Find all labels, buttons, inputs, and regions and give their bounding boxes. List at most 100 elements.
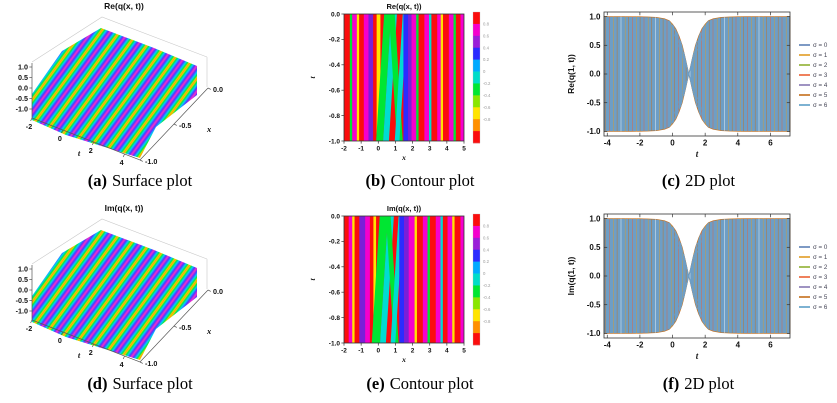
svg-text:1.0: 1.0 [589, 214, 601, 223]
svg-text:0.0: 0.0 [18, 84, 28, 93]
panel-a: Re(q(x, t)) 1.0 0.5 0.0 -0.5 -1.0 -2 0 2 4 t 0.0 -0.… [0, 0, 280, 200]
oscillation-envelope [603, 16, 791, 132]
svg-text:-1: -1 [358, 347, 364, 354]
panel-f: -4 -2 0 2 4 6 1.0 0.5 0.0 -0.5 -1.0 t Im(q(1, t)) σ =… [560, 200, 837, 403]
line-plot-im: -4 -2 0 2 4 6 1.0 0.5 0.0 -0.5 -1.0 t Im(q(1, t)) σ =… [560, 200, 837, 371]
svg-text:1.0: 1.0 [18, 264, 28, 273]
svg-text:2: 2 [411, 146, 415, 153]
svg-text:-4: -4 [604, 340, 612, 349]
colorbar: 0.8 0.6 0.4 0.2 0 -0.2 -0.4 -0.6 -0.8 [472, 11, 491, 144]
svg-text:σ = 3: σ = 3 [813, 274, 828, 281]
svg-text:4: 4 [736, 340, 741, 349]
svg-text:4: 4 [445, 347, 449, 354]
svg-text:Re(q(x, t)): Re(q(x, t)) [104, 1, 144, 11]
svg-text:-0.8: -0.8 [483, 318, 491, 323]
svg-text:0.4: 0.4 [483, 247, 490, 252]
svg-text:0.8: 0.8 [483, 22, 490, 27]
f-line-svg: -4 -2 0 2 4 6 1.0 0.5 0.0 -0.5 -1.0 t Im(q(1, t)) σ =… [566, 213, 828, 361]
caption-a: (a) Surface plot [0, 168, 280, 200]
caption-f-text: 2D plot [684, 374, 735, 393]
svg-text:6: 6 [768, 139, 773, 148]
line-plot-re: -4 -2 0 2 4 6 1.0 0.5 0.0 -0.5 -1.0 t Re(q(1, t)) σ =… [560, 0, 837, 168]
svg-text:-1.0: -1.0 [145, 359, 157, 368]
svg-text:σ = 0: σ = 0 [813, 244, 828, 251]
svg-text:-2: -2 [26, 324, 32, 333]
svg-text:-0.4: -0.4 [483, 294, 491, 299]
svg-text:3: 3 [428, 146, 432, 153]
surface-plot-im: Im(q(x, t)) 1.0 0.5 0.0 -0.5 -1.0 -2 0 2 4 t 0.0 -0.… [0, 200, 280, 371]
svg-text:-4: -4 [604, 139, 612, 148]
svg-text:σ = 3: σ = 3 [813, 72, 828, 79]
svg-text:0: 0 [670, 139, 675, 148]
svg-text:5: 5 [462, 146, 466, 153]
svg-text:4: 4 [736, 139, 741, 148]
svg-text:1.0: 1.0 [18, 63, 28, 72]
svg-text:σ = 0: σ = 0 [813, 42, 828, 49]
caption-c: (c) 2D plot [560, 168, 837, 200]
svg-text:t: t [696, 149, 699, 159]
svg-text:4: 4 [445, 146, 449, 153]
svg-text:x: x [401, 355, 406, 364]
svg-text:t: t [696, 351, 699, 361]
svg-text:-0.2: -0.2 [483, 81, 491, 86]
svg-text:-2: -2 [341, 146, 347, 153]
caption-e-text: Contour plot [389, 374, 474, 393]
svg-text:-2: -2 [636, 139, 644, 148]
svg-text:0.2: 0.2 [483, 57, 490, 62]
svg-text:5: 5 [462, 347, 466, 354]
svg-text:-1.0: -1.0 [587, 329, 601, 338]
caption-f: (f) 2D plot [560, 371, 837, 403]
svg-text:3: 3 [428, 347, 432, 354]
caption-c-label: (c) [661, 171, 681, 190]
svg-text:2: 2 [89, 146, 93, 155]
svg-text:x: x [206, 326, 212, 336]
svg-text:0.6: 0.6 [483, 235, 490, 240]
svg-text:Im(q(x, t)): Im(q(x, t)) [105, 203, 144, 213]
svg-text:-0.5: -0.5 [587, 300, 601, 309]
contour-plot-im: Im(q(x, t)) -2 -1 0 1 2 3 4 5 0.0 -0.2 -0.4 -0.6 -0.8… [280, 200, 560, 371]
svg-text:Re(q(1, t)): Re(q(1, t)) [566, 54, 576, 94]
caption-a-text: Surface plot [112, 171, 193, 190]
svg-text:0.5: 0.5 [589, 242, 601, 251]
svg-text:0.0: 0.0 [331, 213, 340, 220]
legend: σ = 0 σ = 1 σ = 2 σ = 3 σ = 4 σ = 5 σ = 6 [799, 42, 828, 109]
svg-text:σ = 6: σ = 6 [813, 102, 828, 109]
svg-text:t: t [78, 148, 81, 158]
svg-text:-0.5: -0.5 [179, 323, 191, 332]
rainbow-surface [32, 229, 197, 360]
plot-frame [343, 215, 465, 343]
svg-text:0.0: 0.0 [589, 70, 601, 79]
panel-b: Re(q(x, t)) -2 -1 0 1 2 3 4 5 0.0 -0.2 -0.4 -0.6 -0.8… [280, 0, 560, 200]
svg-text:x: x [401, 153, 406, 162]
svg-text:2: 2 [703, 139, 708, 148]
contour-stripes [344, 14, 464, 141]
svg-text:-0.4: -0.4 [329, 264, 341, 271]
svg-text:-2: -2 [26, 122, 32, 131]
svg-text:0.8: 0.8 [483, 223, 490, 228]
svg-text:-0.5: -0.5 [16, 94, 28, 103]
svg-text:-0.4: -0.4 [483, 93, 491, 98]
caption-c-text: 2D plot [685, 171, 736, 190]
svg-text:σ = 4: σ = 4 [813, 284, 828, 291]
svg-text:0.0: 0.0 [331, 11, 340, 18]
svg-text:-0.2: -0.2 [329, 37, 341, 44]
caption-d-label: (d) [87, 374, 108, 393]
svg-text:-0.2: -0.2 [329, 238, 341, 245]
svg-text:-1.0: -1.0 [329, 138, 341, 145]
b-contour-svg: Re(q(x, t)) -2 -1 0 1 2 3 4 5 0.0 -0.2 -0.4 -0.6 -0.8… [308, 2, 491, 162]
svg-text:σ = 2: σ = 2 [813, 62, 828, 69]
svg-text:-0.5: -0.5 [587, 98, 601, 107]
svg-text:0: 0 [670, 340, 675, 349]
svg-text:σ = 5: σ = 5 [813, 294, 828, 301]
panel-c: -4 -2 0 2 4 6 1.0 0.5 0.0 -0.5 -1.0 t Re(q(1, t)) σ =… [560, 0, 837, 200]
svg-text:-1.0: -1.0 [16, 105, 28, 114]
svg-text:6: 6 [768, 340, 773, 349]
svg-text:-0.4: -0.4 [329, 62, 341, 69]
surface-plot-re: Re(q(x, t)) 1.0 0.5 0.0 -0.5 -1.0 -2 0 2 4 t 0.0 -0.… [0, 0, 280, 168]
box-back-edges [31, 16, 208, 87]
svg-text:Im(q(x, t)): Im(q(x, t)) [387, 204, 422, 213]
svg-text:0: 0 [376, 146, 380, 153]
svg-text:0.5: 0.5 [18, 275, 28, 284]
caption-e: (e) Contour plot [280, 371, 560, 403]
svg-text:-1.0: -1.0 [329, 340, 341, 347]
